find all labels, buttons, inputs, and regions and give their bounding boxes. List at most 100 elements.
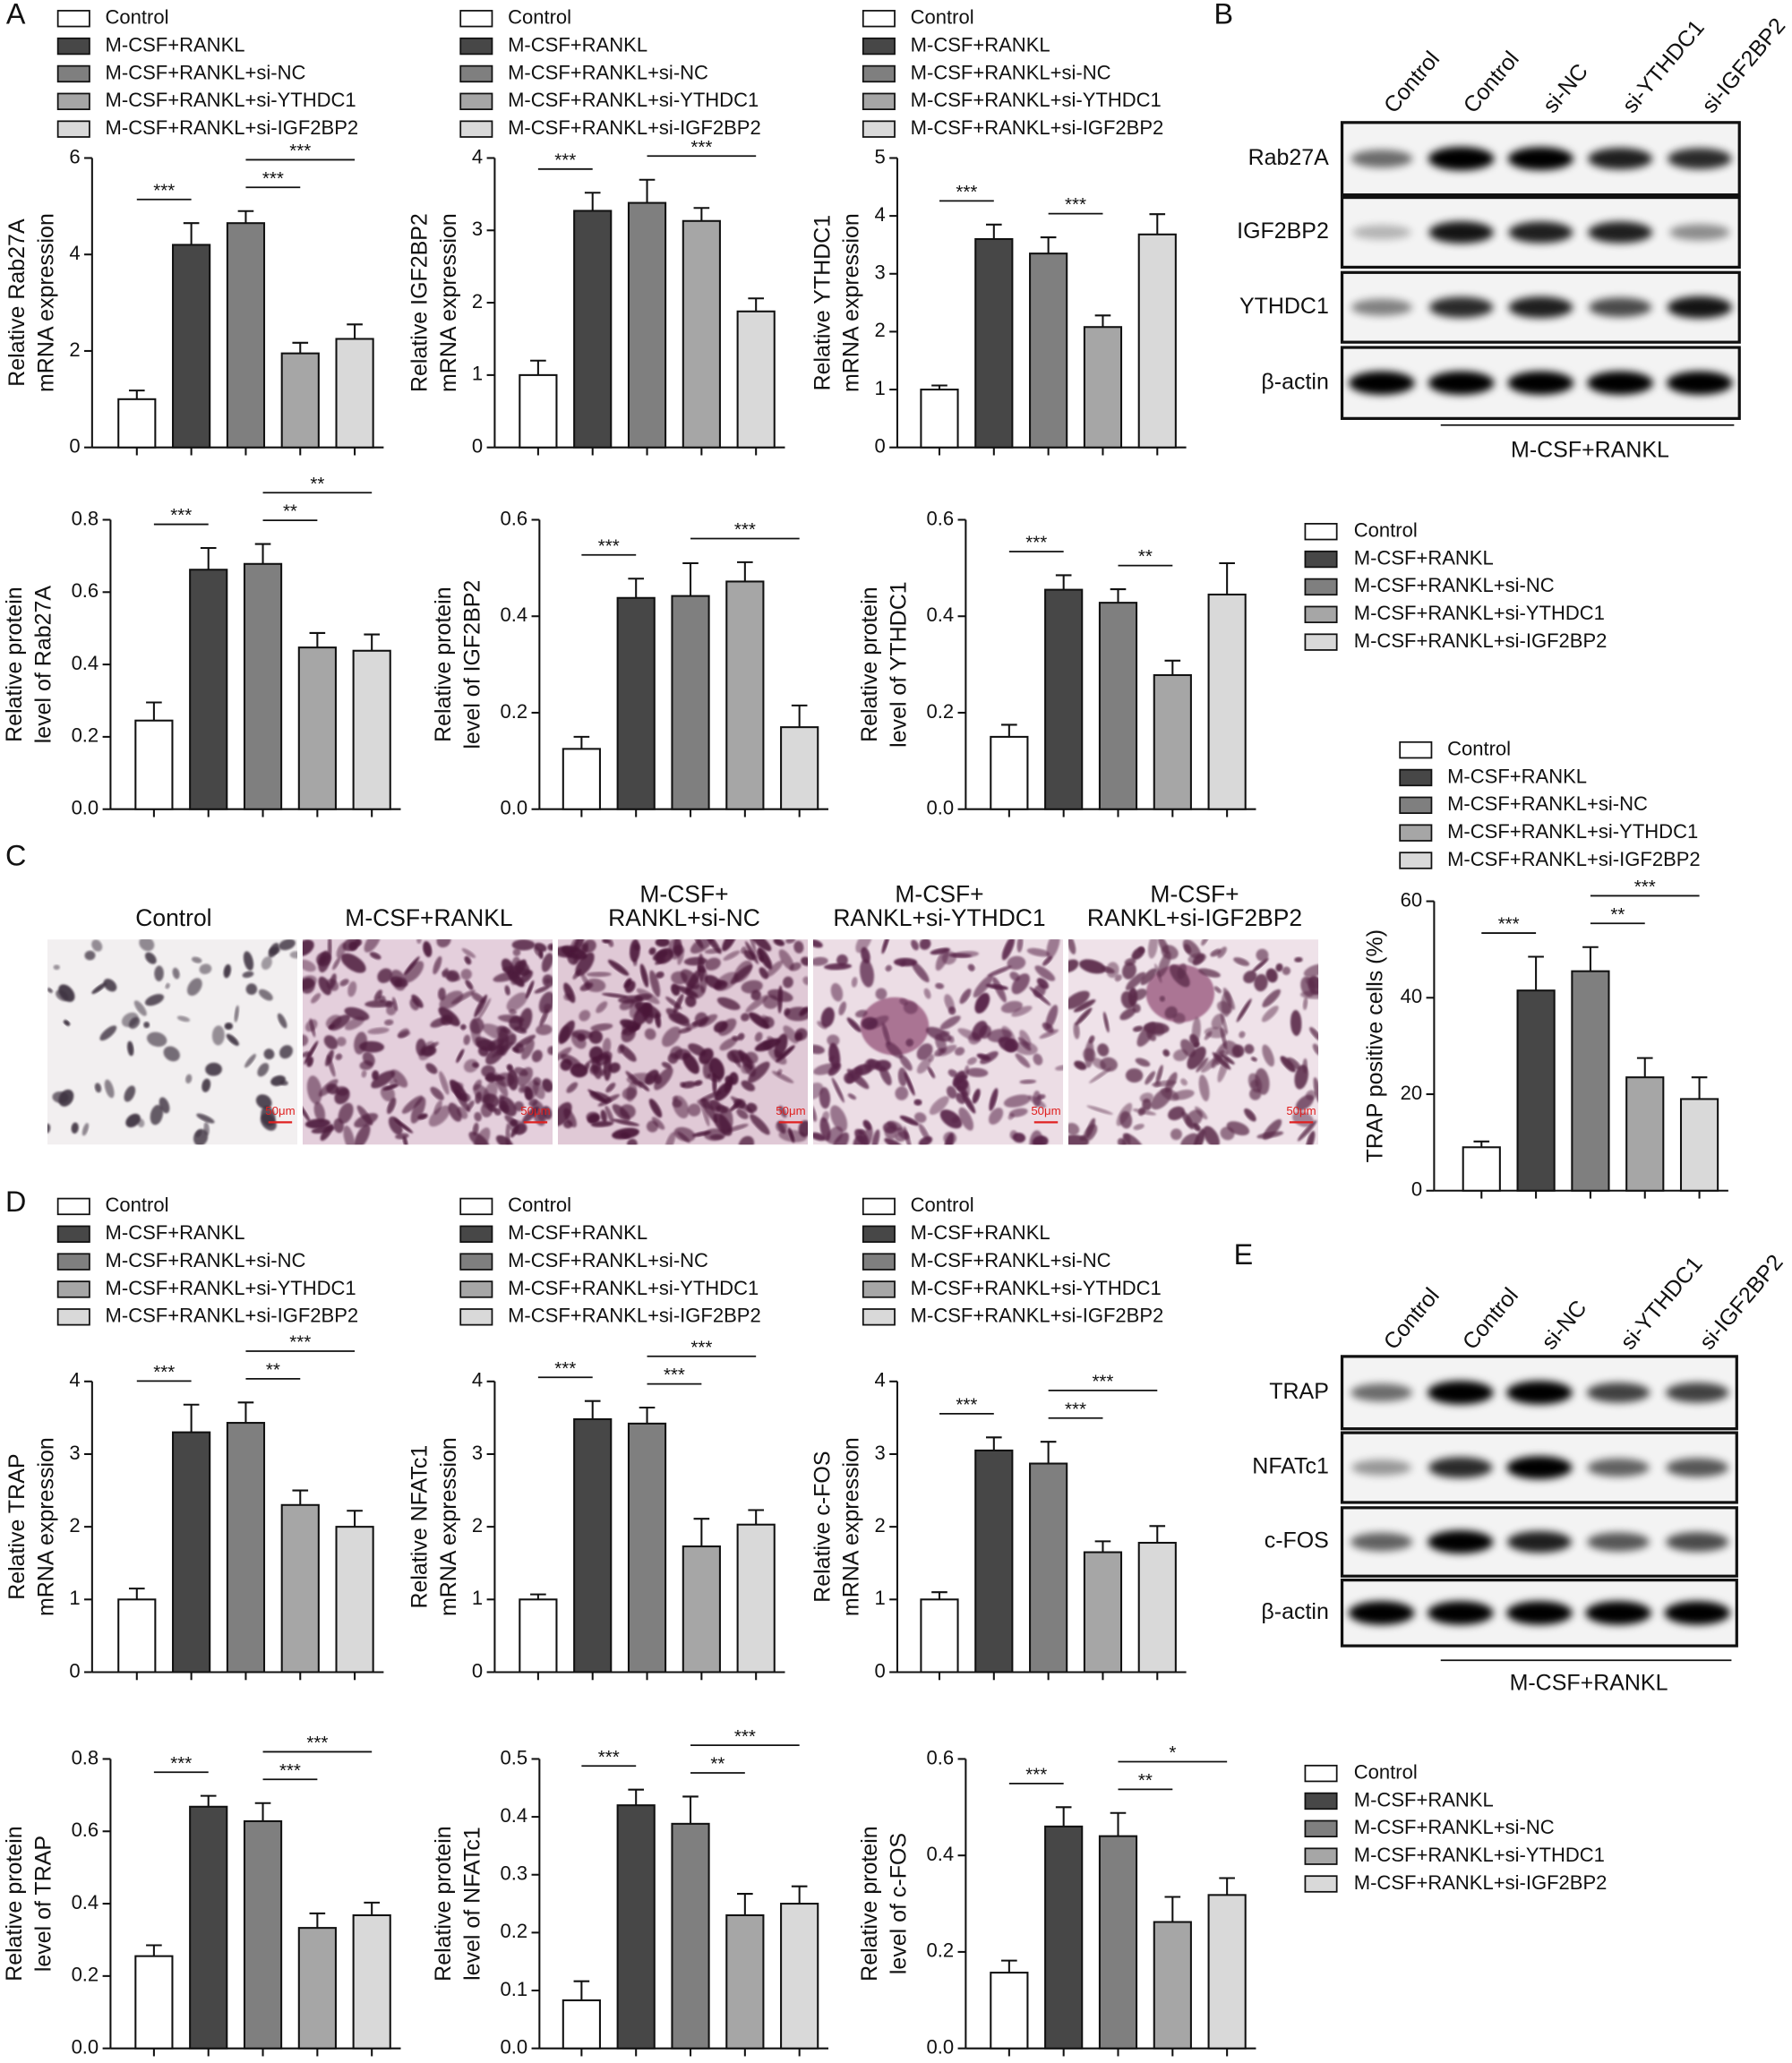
cell — [604, 1105, 614, 1124]
bar — [682, 1545, 721, 1674]
blot-band — [1508, 296, 1573, 319]
legend-label: M-CSF+RANKL+si-NC — [106, 1249, 306, 1271]
cell — [318, 976, 332, 996]
cell — [234, 1005, 239, 1023]
cell — [289, 951, 298, 959]
cell — [905, 1038, 914, 1047]
bar — [519, 1598, 558, 1674]
cell — [1007, 955, 1026, 971]
legend-label: M-CSF+RANKL+si-IGF2BP2 — [1354, 629, 1608, 652]
cell — [380, 1085, 396, 1102]
cell — [456, 1049, 465, 1064]
legend-swatch — [862, 92, 896, 110]
bar — [725, 580, 765, 810]
cell — [923, 988, 931, 999]
cell — [819, 1087, 831, 1109]
cell — [127, 1040, 134, 1057]
cell — [384, 1019, 394, 1026]
y-tick-label: 60 — [1401, 888, 1423, 911]
cell — [279, 1080, 288, 1086]
cell — [387, 1097, 397, 1115]
cell — [542, 1078, 553, 1092]
cell — [1033, 1053, 1043, 1066]
cell — [1280, 1056, 1296, 1073]
cell — [268, 943, 279, 958]
cell — [624, 980, 636, 993]
cell — [988, 1108, 1004, 1125]
y-tick-label: 0.6 — [501, 507, 528, 529]
micrograph: 50μm — [1067, 939, 1319, 1145]
cell — [125, 1113, 141, 1128]
legend-swatch — [1304, 550, 1338, 569]
bar — [189, 569, 228, 810]
cell — [1201, 939, 1210, 946]
significance-label: *** — [170, 505, 192, 526]
cell — [626, 1073, 655, 1085]
cell — [745, 995, 768, 1013]
cell — [511, 939, 536, 951]
cell — [639, 963, 649, 988]
cell — [725, 1075, 734, 1085]
bar — [990, 1972, 1029, 2050]
cell — [547, 1046, 553, 1056]
cell — [1262, 989, 1282, 1008]
cell — [750, 989, 761, 1001]
bar — [990, 735, 1029, 810]
significance-label: *** — [1634, 877, 1656, 897]
cell — [1009, 1130, 1017, 1140]
cell — [506, 992, 528, 1012]
cell — [534, 942, 547, 953]
legend-label: M-CSF+RANKL — [1354, 1788, 1494, 1810]
cell — [913, 1099, 922, 1106]
legend-label: Control — [911, 6, 974, 29]
cell — [716, 997, 741, 1011]
legend-label: M-CSF+RANKL+si-YTHDC1 — [106, 89, 356, 111]
cell — [605, 1083, 616, 1093]
cell — [440, 1014, 453, 1025]
cell — [559, 1025, 570, 1042]
cell — [989, 1088, 999, 1111]
legend-swatch — [56, 1197, 90, 1216]
cell — [590, 1121, 613, 1127]
bar — [562, 1999, 601, 2050]
bar — [780, 1903, 819, 2050]
cell — [579, 1010, 591, 1022]
significance-label: *** — [956, 1394, 977, 1415]
scale-bar-label: 50μm — [776, 1104, 805, 1117]
y-axis-label: level of c-FOS — [887, 1833, 912, 1974]
cell — [1203, 1126, 1220, 1145]
cell — [344, 1016, 365, 1031]
cell — [482, 1080, 498, 1109]
y-axis-label: TRAP positive cells (%) — [1362, 929, 1387, 1162]
y-tick-label: 0 — [874, 1659, 885, 1682]
cell — [767, 1048, 787, 1065]
cell — [699, 1091, 722, 1102]
blot-band — [1428, 146, 1495, 171]
bar — [1098, 1835, 1138, 2050]
cell — [847, 1093, 857, 1100]
cell — [423, 941, 433, 958]
cell — [245, 983, 258, 995]
y-tick-label: 20 — [1401, 1082, 1423, 1104]
cell — [979, 1024, 992, 1040]
blot-strip — [1340, 121, 1741, 197]
significance-label: *** — [262, 168, 284, 189]
cell — [939, 1015, 961, 1030]
y-tick-label: 0.1 — [501, 1978, 528, 2000]
cell — [700, 1099, 710, 1127]
micrograph-title: M-CSF+ — [1150, 881, 1239, 908]
cell — [347, 980, 357, 997]
blot-band — [1351, 1460, 1412, 1476]
cell — [676, 1131, 690, 1143]
cell — [410, 1097, 426, 1124]
legend-label: M-CSF+RANKL+si-NC — [911, 61, 1111, 83]
cell — [1256, 1131, 1284, 1139]
legend-swatch — [1304, 1764, 1338, 1783]
cell — [1256, 948, 1269, 962]
cell — [258, 989, 273, 1001]
y-tick-label: 0 — [874, 435, 885, 458]
cell — [895, 1131, 908, 1143]
cell — [916, 1057, 931, 1074]
cell — [1046, 939, 1060, 959]
micrograph: 50μm — [812, 939, 1064, 1145]
